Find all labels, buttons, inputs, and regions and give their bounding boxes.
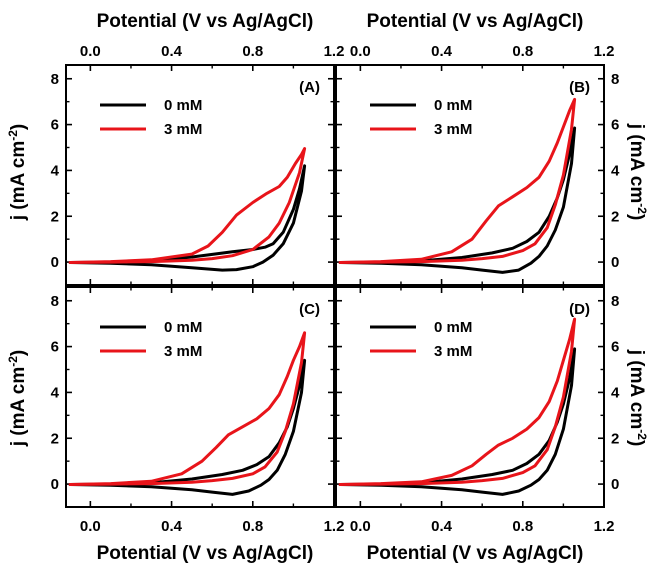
x-tick-label: 1.2	[594, 43, 615, 60]
legend-label: 3 mM	[164, 343, 202, 360]
x-tick-label: 0.4	[161, 43, 183, 60]
y-tick-label: 8	[51, 293, 59, 310]
series-3mM-curve	[338, 97, 577, 264]
y-tick-label: 8	[611, 71, 619, 88]
x-axis-title-bottom-right: Potential (V vs Ag/AgCl)	[367, 543, 584, 564]
y-tick-label: 6	[51, 117, 59, 134]
legend-label: 3 mM	[164, 121, 202, 138]
plot-frame	[335, 64, 605, 286]
x-tick-label: 1.2	[324, 43, 345, 60]
legend-label: 3 mM	[434, 343, 472, 360]
y-tick-label: 0	[51, 254, 59, 271]
plot-frame	[65, 64, 335, 286]
y-tick-label: 4	[51, 384, 60, 401]
y-tick-label: 4	[611, 162, 620, 179]
x-tick-label: 0.8	[512, 43, 533, 60]
y-tick-label: 4	[611, 384, 620, 401]
series-0mM-curve	[68, 358, 307, 496]
panel-label: (A)	[299, 79, 320, 96]
legend-label: 0 mM	[164, 97, 202, 114]
panel-3: 0.0 0.4 0.8 1.2 0 2 4 6 8 0 mM 3 mM (C)	[51, 286, 345, 535]
legend-label: 0 mM	[164, 319, 202, 336]
y-tick-label: 4	[51, 162, 60, 179]
x-tick-label: 1.2	[324, 518, 345, 535]
series-3mM-curve	[68, 147, 307, 264]
plot-frame	[65, 286, 335, 508]
y-tick-label: 8	[51, 71, 59, 88]
legend-label: 0 mM	[434, 97, 472, 114]
series-0mM-curve	[338, 126, 577, 274]
panel-label: (C)	[299, 301, 320, 318]
y-tick-label: 0	[611, 476, 619, 493]
series-0mM-curve	[338, 347, 577, 496]
x-tick-label: 0.0	[80, 518, 101, 535]
y-tick-label: 6	[611, 339, 619, 356]
y-tick-label: 2	[611, 208, 619, 225]
plot-frame	[335, 286, 605, 508]
x-tick-label: 0.4	[431, 518, 453, 535]
y-tick-label: 8	[611, 293, 619, 310]
legend-label: 0 mM	[434, 319, 472, 336]
x-axis-title-bottom-left: Potential (V vs Ag/AgCl)	[97, 543, 314, 564]
y-axis-title-right-top: j (mA cm-2)	[626, 123, 649, 221]
legend-label: 3 mM	[434, 121, 472, 138]
y-axis-title-right-bottom: j (mA cm-2)	[626, 349, 649, 447]
panel-2: 0.0 0.4 0.8 1.2 0 2 4 6 8 0 mM 3 mM (B)	[335, 43, 620, 286]
x-axis-title-top-left: Potential (V vs Ag/AgCl)	[97, 11, 314, 32]
x-tick-label: 0.8	[512, 518, 533, 535]
x-axis-title-top-right: Potential (V vs Ag/AgCl)	[367, 11, 584, 32]
x-tick-label: 0.0	[350, 518, 371, 535]
panels: 0.0 0.4 0.8 1.2 0 2 4 6 8 0 mM 3 mM (A) 0.0 0.4 0.8 1.2…	[51, 43, 620, 535]
y-axis-title-left-bottom: j (mA cm-2)	[6, 350, 29, 448]
y-tick-label: 2	[51, 430, 59, 447]
y-axis-title-left-top: j (mA cm-2)	[6, 124, 29, 222]
y-tick-label: 2	[51, 208, 59, 225]
series-3mM-curve	[338, 317, 577, 486]
x-tick-label: 1.2	[594, 518, 615, 535]
x-tick-label: 0.0	[80, 43, 101, 60]
panel-4: 0.0 0.4 0.8 1.2 0 2 4 6 8 0 mM 3 mM (D)	[335, 286, 620, 535]
y-tick-label: 0	[611, 254, 619, 271]
panel-label: (D)	[569, 301, 590, 318]
series-3mM-curve	[68, 331, 307, 486]
panel-label: (B)	[569, 79, 590, 96]
x-tick-label: 0.0	[350, 43, 371, 60]
x-tick-label: 0.8	[242, 518, 263, 535]
panel-1: 0.0 0.4 0.8 1.2 0 2 4 6 8 0 mM 3 mM (A)	[51, 43, 345, 286]
y-tick-label: 0	[51, 476, 59, 493]
x-tick-label: 0.8	[242, 43, 263, 60]
y-tick-label: 2	[611, 430, 619, 447]
series-0mM-curve	[68, 164, 307, 272]
y-tick-label: 6	[51, 339, 59, 356]
y-tick-label: 6	[611, 117, 619, 134]
x-tick-label: 0.4	[431, 43, 453, 60]
x-tick-label: 0.4	[161, 518, 183, 535]
